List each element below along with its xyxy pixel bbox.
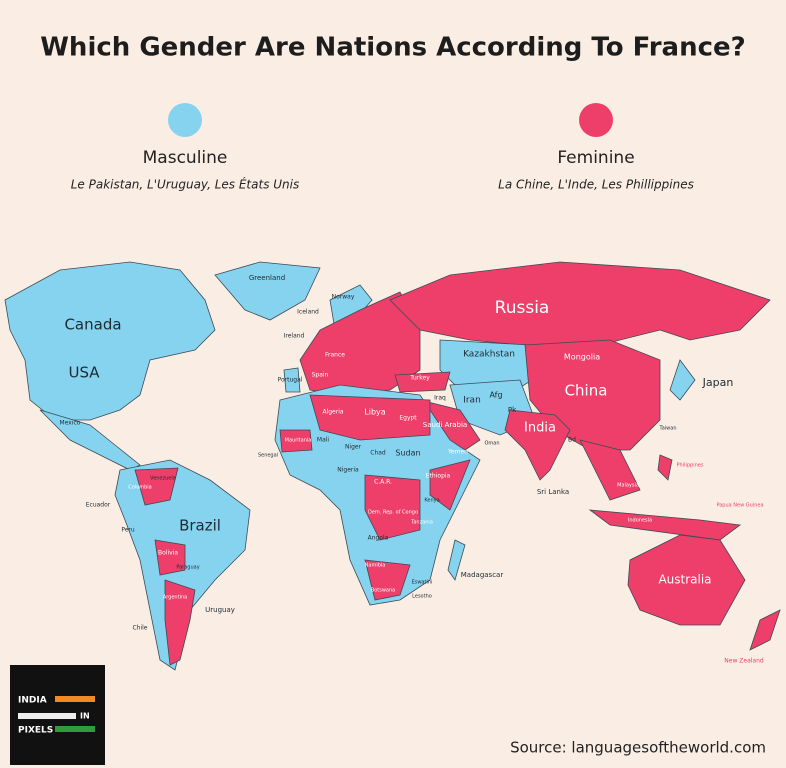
country-label: Argentina [163, 595, 187, 601]
country-label: Egypt [399, 415, 417, 422]
country-label: Chile [132, 625, 147, 632]
country-label: Norway [332, 294, 355, 301]
country-label: Bolivia [158, 550, 178, 557]
country-label: India [524, 421, 556, 436]
country-label: Taiwan [658, 426, 676, 432]
legend-name: Feminine [557, 148, 634, 168]
country-label: Greenland [249, 274, 285, 282]
country-label: New Zealand [724, 658, 764, 665]
country-label: USA [68, 364, 100, 382]
country-label: Ecuador [86, 502, 111, 509]
logo-text: PIXELS [18, 726, 53, 736]
country-label: Iran [463, 396, 481, 406]
country-label: Iraq [434, 395, 446, 402]
country-label: Botswana [371, 588, 395, 594]
country-label: Sri Lanka [537, 488, 569, 496]
country-label: Niger [345, 444, 362, 451]
legend-examples: Le Pakistan, L'Uruguay, Les États Unis [71, 177, 300, 192]
logo-text: IN [80, 712, 90, 721]
country-label: Japan [702, 376, 734, 389]
country-label: Paraguay [176, 565, 199, 571]
country-label: Philippines [677, 463, 704, 469]
country-label: Australia [658, 573, 711, 587]
source: Source: languagesoftheworld.com [510, 739, 766, 757]
country-label: Angola [368, 535, 389, 542]
legend-swatch [579, 103, 613, 137]
country-label: Mexico [60, 420, 81, 427]
country-label: Kazakhstan [463, 350, 515, 360]
country-label: Ethiopia [426, 473, 451, 480]
country-label: Papua New Guinea [716, 503, 763, 509]
country-label: Lesotho [412, 594, 432, 600]
country-label: Peru [121, 527, 135, 534]
country-label: France [325, 352, 345, 359]
country-label: Libya [364, 408, 385, 417]
country-label: Mali [317, 437, 330, 444]
legend-examples: La Chine, L'Inde, Les Phillippines [498, 178, 694, 192]
country-label: Brazil [179, 517, 221, 535]
country-label: Afg [489, 391, 502, 400]
country-label: Eswatini [412, 580, 433, 586]
country-label: Portugal [278, 377, 303, 384]
country-label: Madagascar [461, 571, 504, 579]
legend-name: Masculine [143, 148, 228, 168]
country-label: Ireland [284, 333, 305, 340]
country-label: Iceland [297, 309, 319, 316]
country-label: Mauritania [285, 438, 312, 444]
country-label: C.A.R. [374, 479, 392, 486]
country-label: Algeria [322, 409, 343, 416]
landmasses [4, 261, 781, 671]
country-label: China [565, 382, 608, 400]
country-label: Namibia [365, 563, 386, 569]
country-label: Oman [484, 441, 499, 447]
country-label: Bd [568, 437, 576, 444]
country-label: Pk [508, 406, 517, 414]
country-label: Russia [495, 298, 550, 318]
country-label: Senegal [258, 453, 278, 459]
country-labels: Canada USA Greenland Iceland Norway Ireland Me… [60, 274, 764, 665]
country-label: Saudi Arabia [423, 421, 467, 429]
country-label: Sudan [395, 449, 420, 458]
country-label: Malaysia [617, 483, 639, 489]
logo: INDIA IN PIXELS [10, 665, 105, 765]
legend-swatch [168, 103, 202, 137]
country-label: Uruguay [205, 606, 235, 614]
country-label: Venezuela [150, 476, 176, 482]
country-label: Dem. Rep. of Congo [368, 510, 418, 516]
country-label: Chad [370, 450, 386, 457]
country-label: Spain [312, 372, 329, 379]
country-label: Kenya [424, 498, 439, 504]
country-label: Colombia [128, 485, 152, 491]
country-label: Turkey [409, 375, 430, 382]
country-label: Yemen [447, 449, 468, 456]
country-label: Nigeria [337, 467, 359, 474]
title: Which Gender Are Nations According To Fr… [40, 33, 745, 63]
logo-text: INDIA [18, 696, 47, 706]
country-label: Mongolia [564, 353, 600, 362]
logo-stripe [55, 696, 95, 702]
country-label: Indonesia [628, 518, 652, 524]
country-label: Canada [64, 316, 121, 334]
logo-stripe [55, 726, 95, 732]
logo-stripe [18, 713, 76, 719]
country-label: Tanzania [410, 520, 433, 526]
